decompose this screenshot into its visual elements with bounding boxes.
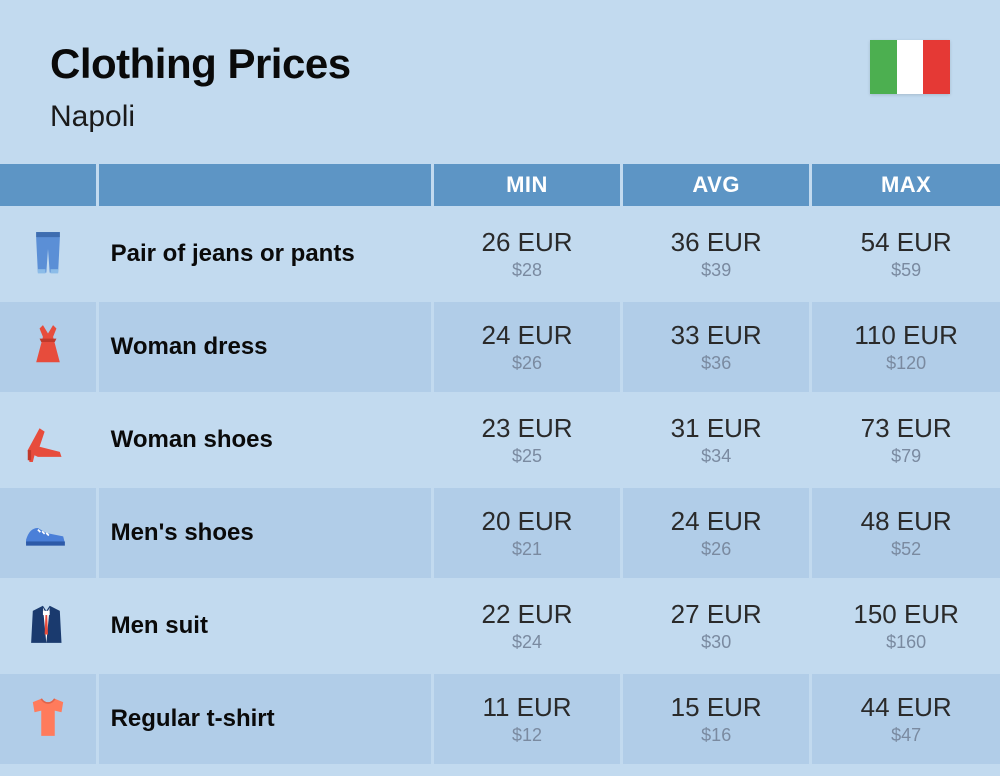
price-usd: $36 (623, 353, 809, 374)
price-usd: $120 (812, 353, 1000, 374)
price-eur: 22 EUR (434, 599, 620, 630)
col-avg: AVG (622, 164, 811, 208)
price-eur: 20 EUR (434, 506, 620, 537)
price-avg: 36 EUR$39 (622, 208, 811, 301)
price-eur: 24 EUR (434, 320, 620, 351)
item-name: Men suit (97, 580, 432, 673)
price-max: 44 EUR$47 (811, 673, 1000, 765)
price-eur: 48 EUR (812, 506, 1000, 537)
price-usd: $25 (434, 446, 620, 467)
price-max: 54 EUR$59 (811, 208, 1000, 301)
price-usd: $30 (623, 632, 809, 653)
price-eur: 73 EUR (812, 413, 1000, 444)
price-usd: $16 (623, 725, 809, 746)
heel-icon (0, 394, 97, 487)
price-eur: 36 EUR (623, 227, 809, 258)
flag-italy-icon (870, 40, 950, 94)
item-name: Men's shoes (97, 487, 432, 580)
price-avg: 31 EUR$34 (622, 394, 811, 487)
item-name: Regular t-shirt (97, 673, 432, 765)
price-eur: 15 EUR (623, 692, 809, 723)
col-icon (0, 164, 97, 208)
price-usd: $47 (812, 725, 1000, 746)
price-eur: 24 EUR (623, 506, 809, 537)
page-title: Clothing Prices (50, 40, 351, 88)
price-eur: 110 EUR (812, 320, 1000, 351)
table-header-row: MIN AVG MAX (0, 164, 1000, 208)
price-eur: 150 EUR (812, 599, 1000, 630)
item-name: Woman shoes (97, 394, 432, 487)
price-min: 22 EUR$24 (432, 580, 621, 673)
flag-stripe-red (923, 40, 950, 94)
price-eur: 26 EUR (434, 227, 620, 258)
table-row: Pair of jeans or pants26 EUR$2836 EUR$39… (0, 208, 1000, 301)
price-eur: 31 EUR (623, 413, 809, 444)
price-max: 150 EUR$160 (811, 580, 1000, 673)
price-usd: $26 (434, 353, 620, 374)
price-avg: 33 EUR$36 (622, 301, 811, 394)
sneaker-icon (0, 487, 97, 580)
price-avg: 24 EUR$26 (622, 487, 811, 580)
price-min: 23 EUR$25 (432, 394, 621, 487)
price-min: 26 EUR$28 (432, 208, 621, 301)
jeans-icon (0, 208, 97, 301)
col-name (97, 164, 432, 208)
price-eur: 33 EUR (623, 320, 809, 351)
table-row: Woman dress24 EUR$2633 EUR$36110 EUR$120 (0, 301, 1000, 394)
suit-icon (0, 580, 97, 673)
table-row: Woman shoes23 EUR$2531 EUR$3473 EUR$79 (0, 394, 1000, 487)
flag-stripe-green (870, 40, 897, 94)
table-row: Men's shoes20 EUR$2124 EUR$2648 EUR$52 (0, 487, 1000, 580)
page-subtitle: Napoli (50, 100, 351, 134)
table-row: Regular t-shirt11 EUR$1215 EUR$1644 EUR$… (0, 673, 1000, 765)
price-usd: $21 (434, 539, 620, 560)
price-min: 11 EUR$12 (432, 673, 621, 765)
table-row: Men suit22 EUR$2427 EUR$30150 EUR$160 (0, 580, 1000, 673)
price-max: 110 EUR$120 (811, 301, 1000, 394)
price-max: 73 EUR$79 (811, 394, 1000, 487)
price-usd: $26 (623, 539, 809, 560)
price-eur: 27 EUR (623, 599, 809, 630)
header: Clothing Prices Napoli (0, 0, 1000, 164)
price-usd: $39 (623, 260, 809, 281)
price-usd: $160 (812, 632, 1000, 653)
title-block: Clothing Prices Napoli (50, 40, 351, 134)
price-eur: 11 EUR (434, 692, 620, 723)
item-name: Woman dress (97, 301, 432, 394)
dress-icon (0, 301, 97, 394)
price-table: MIN AVG MAX Pair of jeans or pants26 EUR… (0, 164, 1000, 764)
price-usd: $28 (434, 260, 620, 281)
price-avg: 15 EUR$16 (622, 673, 811, 765)
col-max: MAX (811, 164, 1000, 208)
price-usd: $12 (434, 725, 620, 746)
price-eur: 44 EUR (812, 692, 1000, 723)
item-name: Pair of jeans or pants (97, 208, 432, 301)
price-eur: 54 EUR (812, 227, 1000, 258)
price-max: 48 EUR$52 (811, 487, 1000, 580)
price-avg: 27 EUR$30 (622, 580, 811, 673)
price-usd: $24 (434, 632, 620, 653)
price-min: 20 EUR$21 (432, 487, 621, 580)
col-min: MIN (432, 164, 621, 208)
price-usd: $59 (812, 260, 1000, 281)
table-body: Pair of jeans or pants26 EUR$2836 EUR$39… (0, 208, 1000, 765)
price-min: 24 EUR$26 (432, 301, 621, 394)
tshirt-icon (0, 673, 97, 765)
price-eur: 23 EUR (434, 413, 620, 444)
price-usd: $79 (812, 446, 1000, 467)
price-usd: $52 (812, 539, 1000, 560)
price-usd: $34 (623, 446, 809, 467)
flag-stripe-white (897, 40, 924, 94)
